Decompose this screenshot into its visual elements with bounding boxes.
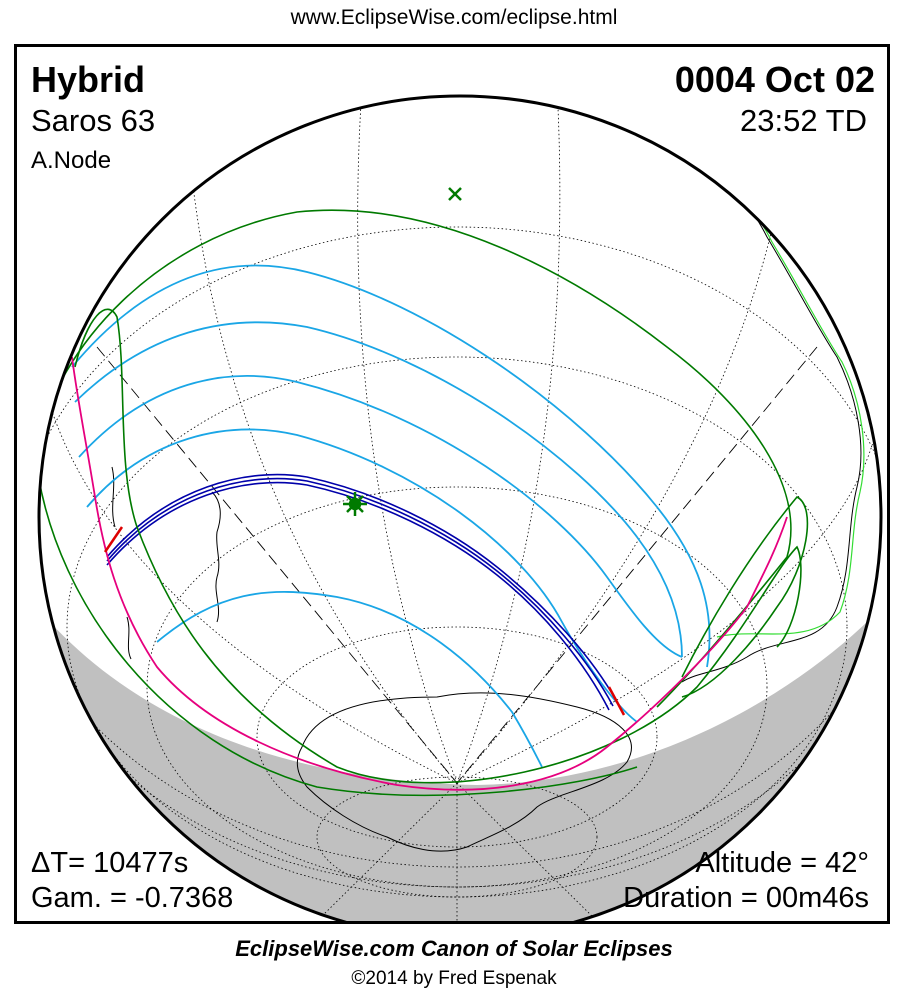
penumbra-limits bbox=[39, 209, 809, 797]
rise-set-curve bbox=[71, 356, 788, 791]
altitude-value: Altitude = 42° bbox=[695, 847, 869, 879]
orbital-node: A.Node bbox=[31, 147, 112, 174]
eclipse-map-panel: Hybrid Saros 63 A.Node 0004 Oct 02 23:52… bbox=[14, 44, 890, 924]
delta-t-value: ΔT= 10477s bbox=[31, 847, 189, 879]
new-zealand-coast bbox=[211, 491, 221, 623]
globe-outline bbox=[37, 94, 883, 921]
copyright: ©2014 by Fred Espenak bbox=[351, 968, 557, 989]
antarctica-coast bbox=[296, 692, 632, 852]
canon-title: EclipseWise.com Canon of Solar Eclipses bbox=[235, 936, 673, 961]
eclipse-time: 23:52 TD bbox=[740, 103, 867, 138]
central-limit-south bbox=[607, 686, 626, 716]
subsolar-x-icon bbox=[448, 187, 462, 201]
central-path bbox=[106, 473, 618, 711]
graticule bbox=[39, 96, 881, 921]
central-limit-north bbox=[103, 526, 124, 553]
eclipse-date: 0004 Oct 02 bbox=[674, 59, 875, 100]
night-region bbox=[39, 582, 881, 921]
site-url[interactable]: www.EclipseWise.com/eclipse.html bbox=[290, 6, 618, 29]
globe-map bbox=[37, 94, 883, 921]
islands-west bbox=[111, 466, 132, 660]
gamma-value: Gam. = -0.7368 bbox=[31, 882, 234, 914]
partial-eclipse-lines bbox=[71, 264, 711, 768]
greatest-eclipse-star-icon bbox=[343, 492, 367, 516]
duration-value: Duration = 00m46s bbox=[623, 882, 869, 914]
eclipse-type: Hybrid bbox=[31, 59, 146, 100]
saros-number: Saros 63 bbox=[31, 103, 156, 138]
